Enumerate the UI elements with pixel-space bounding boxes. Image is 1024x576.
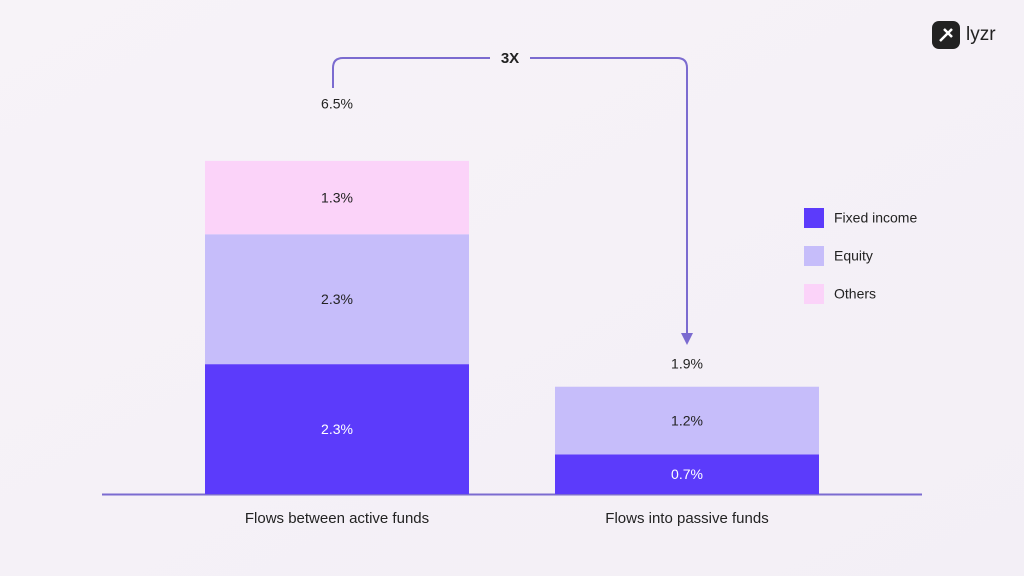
legend-swatch bbox=[804, 246, 824, 266]
value-label: 0.7% bbox=[671, 466, 703, 482]
legend-label: Fixed income bbox=[834, 210, 917, 226]
bar-segment bbox=[205, 364, 469, 494]
x-tick-label: Flows into passive funds bbox=[605, 510, 768, 527]
annotation: 3X bbox=[501, 50, 519, 67]
bar-segment bbox=[555, 454, 819, 494]
legend-label: Others bbox=[834, 286, 876, 302]
legend-swatch bbox=[804, 208, 824, 228]
logo: lyzr bbox=[932, 21, 996, 49]
total-label: 1.9% bbox=[671, 355, 703, 371]
value-label: 2.3% bbox=[321, 291, 353, 307]
bar-segment bbox=[205, 234, 469, 365]
legend-label: Equity bbox=[834, 248, 873, 264]
arrow-head bbox=[681, 333, 693, 345]
annotation-arrow: 3X bbox=[332, 50, 693, 345]
bar-segment bbox=[205, 160, 469, 235]
value-label: 1.3% bbox=[321, 189, 353, 205]
logo-glyph bbox=[939, 28, 953, 42]
total-label: 6.5% bbox=[321, 96, 353, 112]
bar-segment bbox=[555, 386, 819, 455]
logo-text: lyzr bbox=[966, 24, 996, 45]
value-label: 2.3% bbox=[321, 421, 353, 437]
legend-swatch bbox=[804, 284, 824, 304]
arrow-line bbox=[332, 57, 688, 340]
value-label: 1.2% bbox=[671, 412, 703, 428]
x-tick-label: Flows between active funds bbox=[245, 510, 429, 527]
